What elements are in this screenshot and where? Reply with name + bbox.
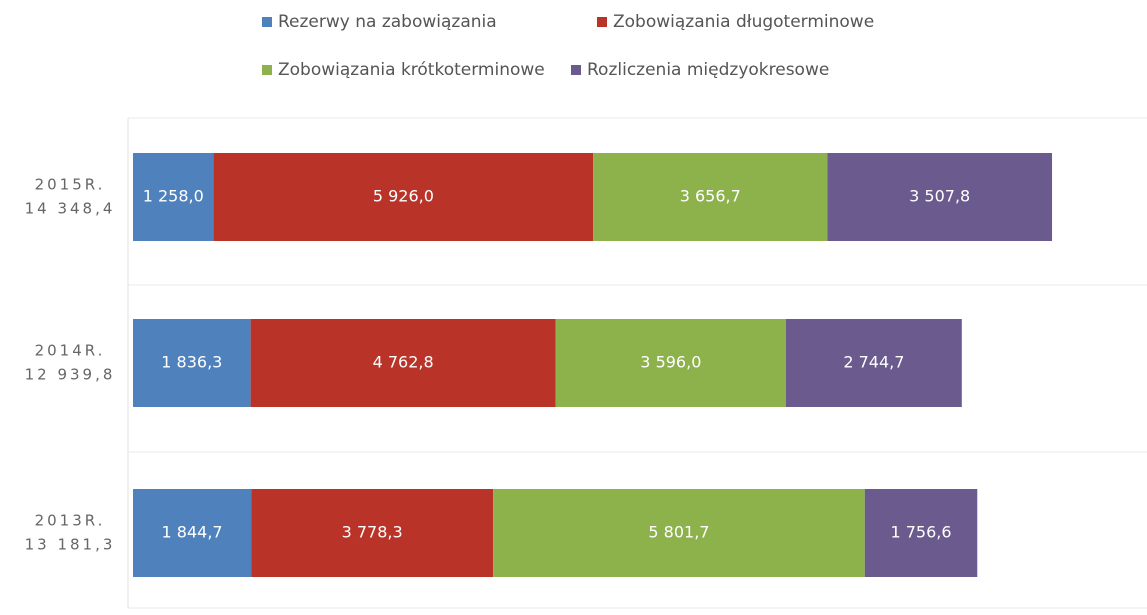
total-label: 13 181,3 (25, 536, 116, 554)
legend-swatch (571, 65, 581, 75)
value-label: 1 756,6 (890, 523, 951, 542)
value-label: 2 744,7 (843, 353, 904, 372)
value-label: 3 656,7 (680, 187, 741, 206)
bar-segment (133, 319, 251, 407)
value-label: 5 801,7 (648, 523, 709, 542)
bar-segment (493, 489, 865, 577)
bar-segment (827, 153, 1053, 241)
category-label: 2013R. (35, 512, 106, 530)
bar-segment (555, 319, 787, 407)
bar-segment (213, 153, 594, 241)
category-label: 2014R. (35, 342, 106, 360)
bar-segment (133, 489, 252, 577)
bar-segment (593, 153, 828, 241)
value-label: 3 507,8 (909, 187, 970, 206)
legend-label: Rezerwy na zabowiązania (278, 12, 497, 32)
category-label: 2015R. (35, 176, 106, 194)
bar-segment (251, 489, 494, 577)
value-label: 3 596,0 (640, 353, 701, 372)
bar-segment (786, 319, 962, 407)
total-label: 12 939,8 (25, 366, 116, 384)
value-label: 3 778,3 (342, 523, 403, 542)
legend-swatch (262, 17, 272, 27)
bar-segment (250, 319, 556, 407)
legend-label: Rozliczenia międzyokresowe (587, 60, 829, 80)
value-label: 4 762,8 (373, 353, 434, 372)
bar-segment (864, 489, 978, 577)
value-label: 1 836,3 (161, 353, 222, 372)
legend-label: Zobowiązania długoterminowe (613, 12, 874, 32)
value-label: 5 926,0 (373, 187, 434, 206)
bar-segment (133, 153, 214, 241)
value-label: 1 258,0 (143, 187, 204, 206)
value-label: 1 844,7 (162, 523, 223, 542)
total-label: 14 348,4 (25, 200, 116, 218)
legend-swatch (597, 17, 607, 27)
legend-swatch (262, 65, 272, 75)
legend-label: Zobowiązania krótkoterminowe (278, 60, 545, 80)
